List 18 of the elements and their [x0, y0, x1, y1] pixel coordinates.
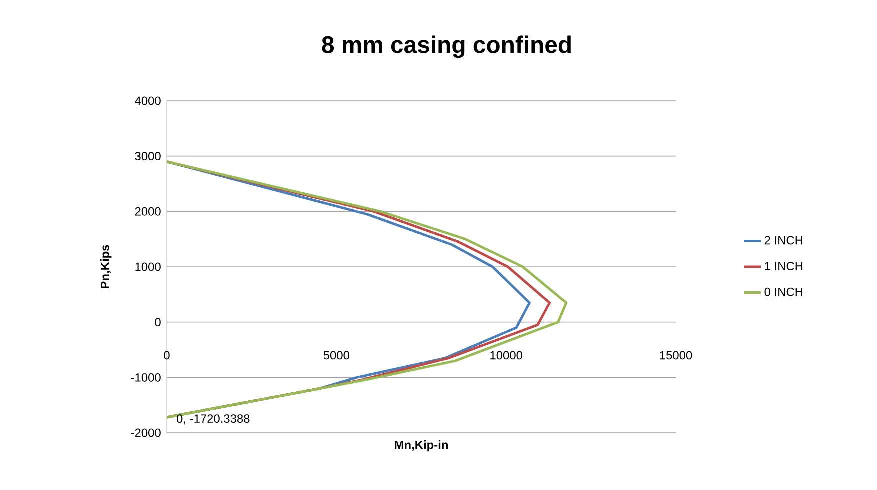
y-axis-title: Pn,Kips: [100, 245, 112, 288]
x-tick-label: 15000: [660, 351, 692, 360]
y-tick-label: 0: [155, 318, 161, 327]
legend-label: 0 INCH: [764, 288, 803, 296]
y-tick-label: -2000: [131, 428, 161, 438]
y-tick-label: 3000: [135, 152, 161, 161]
x-axis-title: Mn,Kip-in: [395, 440, 448, 452]
y-tick-label: 2000: [135, 207, 161, 216]
legend-label: 1 INCH: [765, 262, 803, 271]
x-tick-label: 0: [164, 351, 170, 360]
legend-label: 2 INCH: [764, 236, 803, 245]
y-tick-label: 4000: [135, 96, 161, 106]
x-tick-label: 5000: [324, 351, 350, 360]
x-tick-label: 10000: [490, 351, 522, 360]
annotation: 0, -1720.3388: [176, 414, 250, 424]
y-tick-label: 1000: [136, 262, 161, 272]
y-tick-label: -1000: [131, 373, 161, 382]
chart-title: 8 mm casing confined: [322, 36, 571, 58]
